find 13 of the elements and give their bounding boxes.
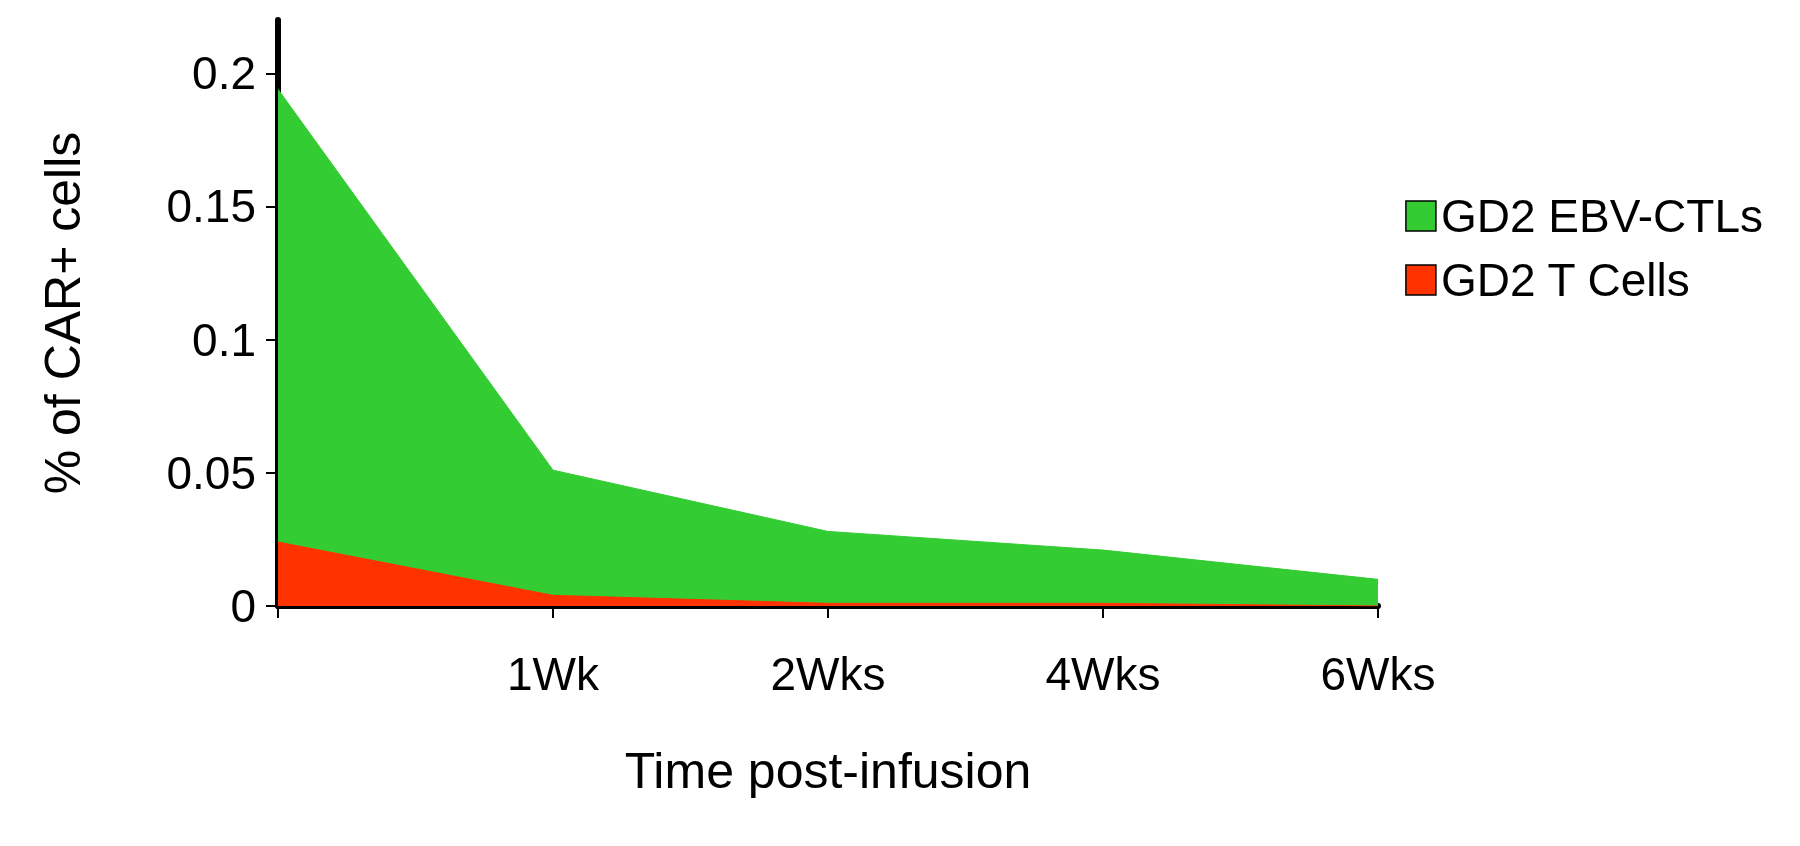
x-tick-label: 1Wk bbox=[507, 648, 600, 700]
y-tick-label: 0 bbox=[230, 580, 256, 632]
x-tick-label: 2Wks bbox=[770, 648, 886, 700]
legend-label: GD2 EBV-CTLs bbox=[1440, 190, 1763, 242]
y-tick-label: 0.2 bbox=[192, 47, 256, 100]
x-tick-label: 4Wks bbox=[1045, 648, 1161, 700]
x-tick-label: 6Wks bbox=[1320, 648, 1436, 700]
y-tick-label: 0.1 bbox=[192, 313, 256, 366]
x-axis-title: Time post-infusion bbox=[624, 743, 1032, 799]
legend-label: GD2 T Cells bbox=[1440, 254, 1690, 306]
y-axis-title: % of CAR+ cells bbox=[35, 131, 91, 495]
y-tick-label: 0.15 bbox=[166, 180, 256, 233]
y-tick-label: 0.05 bbox=[166, 446, 256, 499]
